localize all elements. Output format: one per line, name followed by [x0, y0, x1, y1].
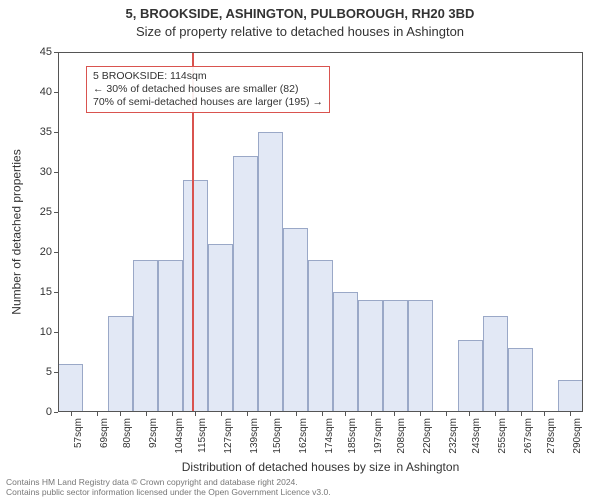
x-tick-label: 278sqm: [544, 412, 557, 454]
y-tick-mark: [54, 412, 58, 413]
x-tick-label: 127sqm: [221, 412, 234, 454]
y-tick-mark: [54, 212, 58, 213]
x-tick-label: 92sqm: [146, 412, 159, 448]
y-tick-mark: [54, 132, 58, 133]
histogram-bar: [158, 260, 183, 412]
x-tick-label: 290sqm: [570, 412, 583, 454]
plot-area: 5 BROOKSIDE: 114sqm ← 30% of detached ho…: [58, 52, 583, 412]
x-tick-mark: [120, 412, 121, 416]
histogram-bar: [458, 340, 483, 412]
x-tick-label: 267sqm: [521, 412, 534, 454]
y-tick-mark: [54, 332, 58, 333]
y-tick-mark: [54, 252, 58, 253]
histogram-bar: [508, 348, 533, 412]
x-tick-label: 185sqm: [345, 412, 358, 454]
x-tick-mark: [371, 412, 372, 416]
x-tick-mark: [172, 412, 173, 416]
annotation-box: 5 BROOKSIDE: 114sqm ← 30% of detached ho…: [86, 66, 330, 113]
x-tick-label: 162sqm: [296, 412, 309, 454]
footer-attribution: Contains HM Land Registry data © Crown c…: [6, 478, 331, 498]
annotation-line3: 70% of semi-detached houses are larger (…: [93, 96, 323, 109]
y-axis-label: Number of detached properties: [10, 52, 24, 412]
annotation-line1: 5 BROOKSIDE: 114sqm: [93, 70, 323, 83]
y-tick-mark: [54, 52, 58, 53]
x-tick-label: 232sqm: [446, 412, 459, 454]
x-tick-label: 115sqm: [195, 412, 208, 453]
x-tick-label: 57sqm: [71, 412, 84, 448]
x-tick-mark: [296, 412, 297, 416]
x-tick-mark: [544, 412, 545, 416]
x-tick-label: 139sqm: [247, 412, 260, 454]
chart-title-line2: Size of property relative to detached ho…: [0, 24, 600, 39]
x-tick-label: 80sqm: [120, 412, 133, 448]
x-tick-mark: [394, 412, 395, 416]
x-tick-mark: [570, 412, 571, 416]
histogram-bar: [183, 180, 208, 412]
x-tick-label: 104sqm: [172, 412, 185, 454]
x-tick-label: 243sqm: [469, 412, 482, 454]
x-tick-mark: [345, 412, 346, 416]
y-axis-label-text: Number of detached properties: [10, 149, 24, 314]
footer-line2: Contains public sector information licen…: [6, 488, 331, 498]
histogram-bar: [483, 316, 508, 412]
y-tick-mark: [54, 172, 58, 173]
histogram-bar: [283, 228, 308, 412]
histogram-bar: [558, 380, 583, 412]
x-tick-mark: [97, 412, 98, 416]
x-tick-label: 208sqm: [394, 412, 407, 454]
x-axis-label: Distribution of detached houses by size …: [58, 460, 583, 474]
annotation-line2: ← 30% of detached houses are smaller (82…: [93, 83, 323, 96]
x-tick-mark: [446, 412, 447, 416]
x-tick-mark: [247, 412, 248, 416]
x-tick-mark: [146, 412, 147, 416]
histogram-bar: [133, 260, 158, 412]
x-tick-mark: [322, 412, 323, 416]
histogram-bar: [333, 292, 358, 412]
x-tick-mark: [420, 412, 421, 416]
x-tick-mark: [495, 412, 496, 416]
histogram-bar: [208, 244, 233, 412]
chart-title-line1: 5, BROOKSIDE, ASHINGTON, PULBOROUGH, RH2…: [0, 6, 600, 21]
x-tick-label: 197sqm: [371, 412, 384, 454]
histogram-bar: [358, 300, 383, 412]
histogram-bar: [233, 156, 258, 412]
histogram-bar: [408, 300, 433, 412]
x-tick-mark: [71, 412, 72, 416]
histogram-bar: [58, 364, 83, 412]
x-tick-mark: [195, 412, 196, 416]
x-tick-mark: [221, 412, 222, 416]
x-tick-mark: [521, 412, 522, 416]
x-tick-mark: [270, 412, 271, 416]
y-tick-mark: [54, 372, 58, 373]
chart-container: 5, BROOKSIDE, ASHINGTON, PULBOROUGH, RH2…: [0, 0, 600, 500]
y-tick-mark: [54, 292, 58, 293]
histogram-bar: [258, 132, 283, 412]
x-tick-label: 69sqm: [97, 412, 110, 448]
x-tick-mark: [469, 412, 470, 416]
x-tick-label: 255sqm: [495, 412, 508, 454]
x-tick-label: 174sqm: [322, 412, 335, 454]
histogram-bar: [108, 316, 133, 412]
histogram-bar: [308, 260, 333, 412]
histogram-bar: [383, 300, 408, 412]
x-tick-label: 220sqm: [420, 412, 433, 454]
x-tick-label: 150sqm: [270, 412, 283, 454]
y-tick-mark: [54, 92, 58, 93]
